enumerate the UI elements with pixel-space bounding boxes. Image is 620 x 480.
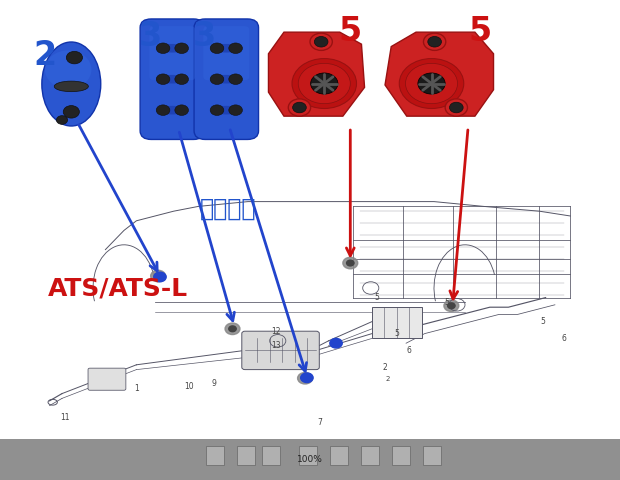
Circle shape (154, 272, 166, 282)
Circle shape (343, 257, 358, 269)
Circle shape (301, 375, 309, 381)
Bar (361, 446, 379, 465)
Circle shape (229, 74, 242, 84)
Circle shape (301, 373, 313, 383)
FancyBboxPatch shape (88, 368, 126, 390)
Bar (0, 439, 620, 480)
Circle shape (66, 51, 82, 64)
Circle shape (444, 300, 459, 312)
Text: 3: 3 (193, 20, 216, 52)
Circle shape (428, 36, 441, 47)
FancyBboxPatch shape (194, 19, 259, 139)
Circle shape (210, 43, 224, 53)
Circle shape (156, 74, 170, 84)
Ellipse shape (159, 44, 185, 53)
Bar (372, 307, 422, 338)
Text: 6: 6 (562, 334, 567, 343)
Circle shape (229, 326, 236, 332)
Circle shape (229, 43, 242, 53)
Text: 9: 9 (211, 380, 216, 388)
Ellipse shape (45, 50, 92, 89)
Ellipse shape (213, 106, 239, 115)
Circle shape (156, 43, 170, 53)
Circle shape (56, 116, 68, 124)
Text: 5: 5 (394, 329, 399, 338)
Circle shape (154, 273, 162, 279)
Circle shape (423, 33, 446, 50)
Text: 11: 11 (60, 413, 70, 422)
FancyBboxPatch shape (140, 19, 205, 139)
Text: 10: 10 (184, 382, 194, 391)
Ellipse shape (213, 75, 239, 84)
Ellipse shape (159, 75, 185, 84)
Bar (237, 446, 255, 465)
Text: 5: 5 (469, 15, 492, 48)
FancyBboxPatch shape (203, 26, 249, 80)
Text: 12: 12 (271, 327, 281, 336)
Text: 2: 2 (382, 363, 387, 372)
Text: 1: 1 (134, 384, 139, 393)
Text: 凯迪拉克: 凯迪拉克 (200, 197, 257, 221)
Bar (392, 446, 410, 465)
Text: 5: 5 (444, 298, 449, 307)
Circle shape (63, 106, 79, 118)
Text: 5: 5 (339, 15, 362, 48)
Polygon shape (268, 32, 365, 116)
Text: 2: 2 (385, 376, 390, 382)
Text: ATS/ATS-L: ATS/ATS-L (48, 276, 188, 300)
Circle shape (293, 102, 306, 113)
Circle shape (229, 105, 242, 116)
Text: 7: 7 (317, 418, 322, 427)
Circle shape (311, 73, 338, 94)
Bar (262, 446, 280, 465)
Bar (423, 446, 441, 465)
Circle shape (405, 63, 458, 104)
Text: 2: 2 (33, 39, 56, 72)
Circle shape (298, 372, 312, 384)
Circle shape (347, 260, 354, 266)
Circle shape (175, 74, 188, 84)
Text: 5: 5 (540, 317, 545, 326)
Circle shape (210, 105, 224, 116)
FancyBboxPatch shape (149, 26, 195, 80)
Bar (330, 446, 348, 465)
FancyBboxPatch shape (242, 331, 319, 370)
Circle shape (288, 99, 311, 116)
Circle shape (292, 59, 356, 108)
Circle shape (175, 105, 188, 116)
Circle shape (225, 323, 240, 335)
Circle shape (448, 303, 455, 309)
Text: 13: 13 (271, 341, 281, 350)
Circle shape (151, 270, 166, 282)
Circle shape (399, 59, 464, 108)
Ellipse shape (55, 81, 88, 92)
Text: 3: 3 (139, 20, 162, 52)
Circle shape (314, 36, 328, 47)
Circle shape (445, 99, 467, 116)
Ellipse shape (42, 42, 100, 126)
Bar (299, 446, 317, 465)
Bar (206, 446, 224, 465)
Polygon shape (385, 32, 494, 116)
Ellipse shape (159, 106, 185, 115)
Circle shape (418, 73, 445, 94)
Circle shape (310, 33, 332, 50)
Ellipse shape (213, 44, 239, 53)
Text: 100%: 100% (297, 455, 323, 464)
Circle shape (210, 74, 224, 84)
Circle shape (156, 105, 170, 116)
Circle shape (330, 338, 342, 348)
Circle shape (175, 43, 188, 53)
Circle shape (450, 102, 463, 113)
Text: 6: 6 (407, 346, 412, 355)
Circle shape (298, 63, 350, 104)
Text: 5: 5 (374, 293, 379, 302)
